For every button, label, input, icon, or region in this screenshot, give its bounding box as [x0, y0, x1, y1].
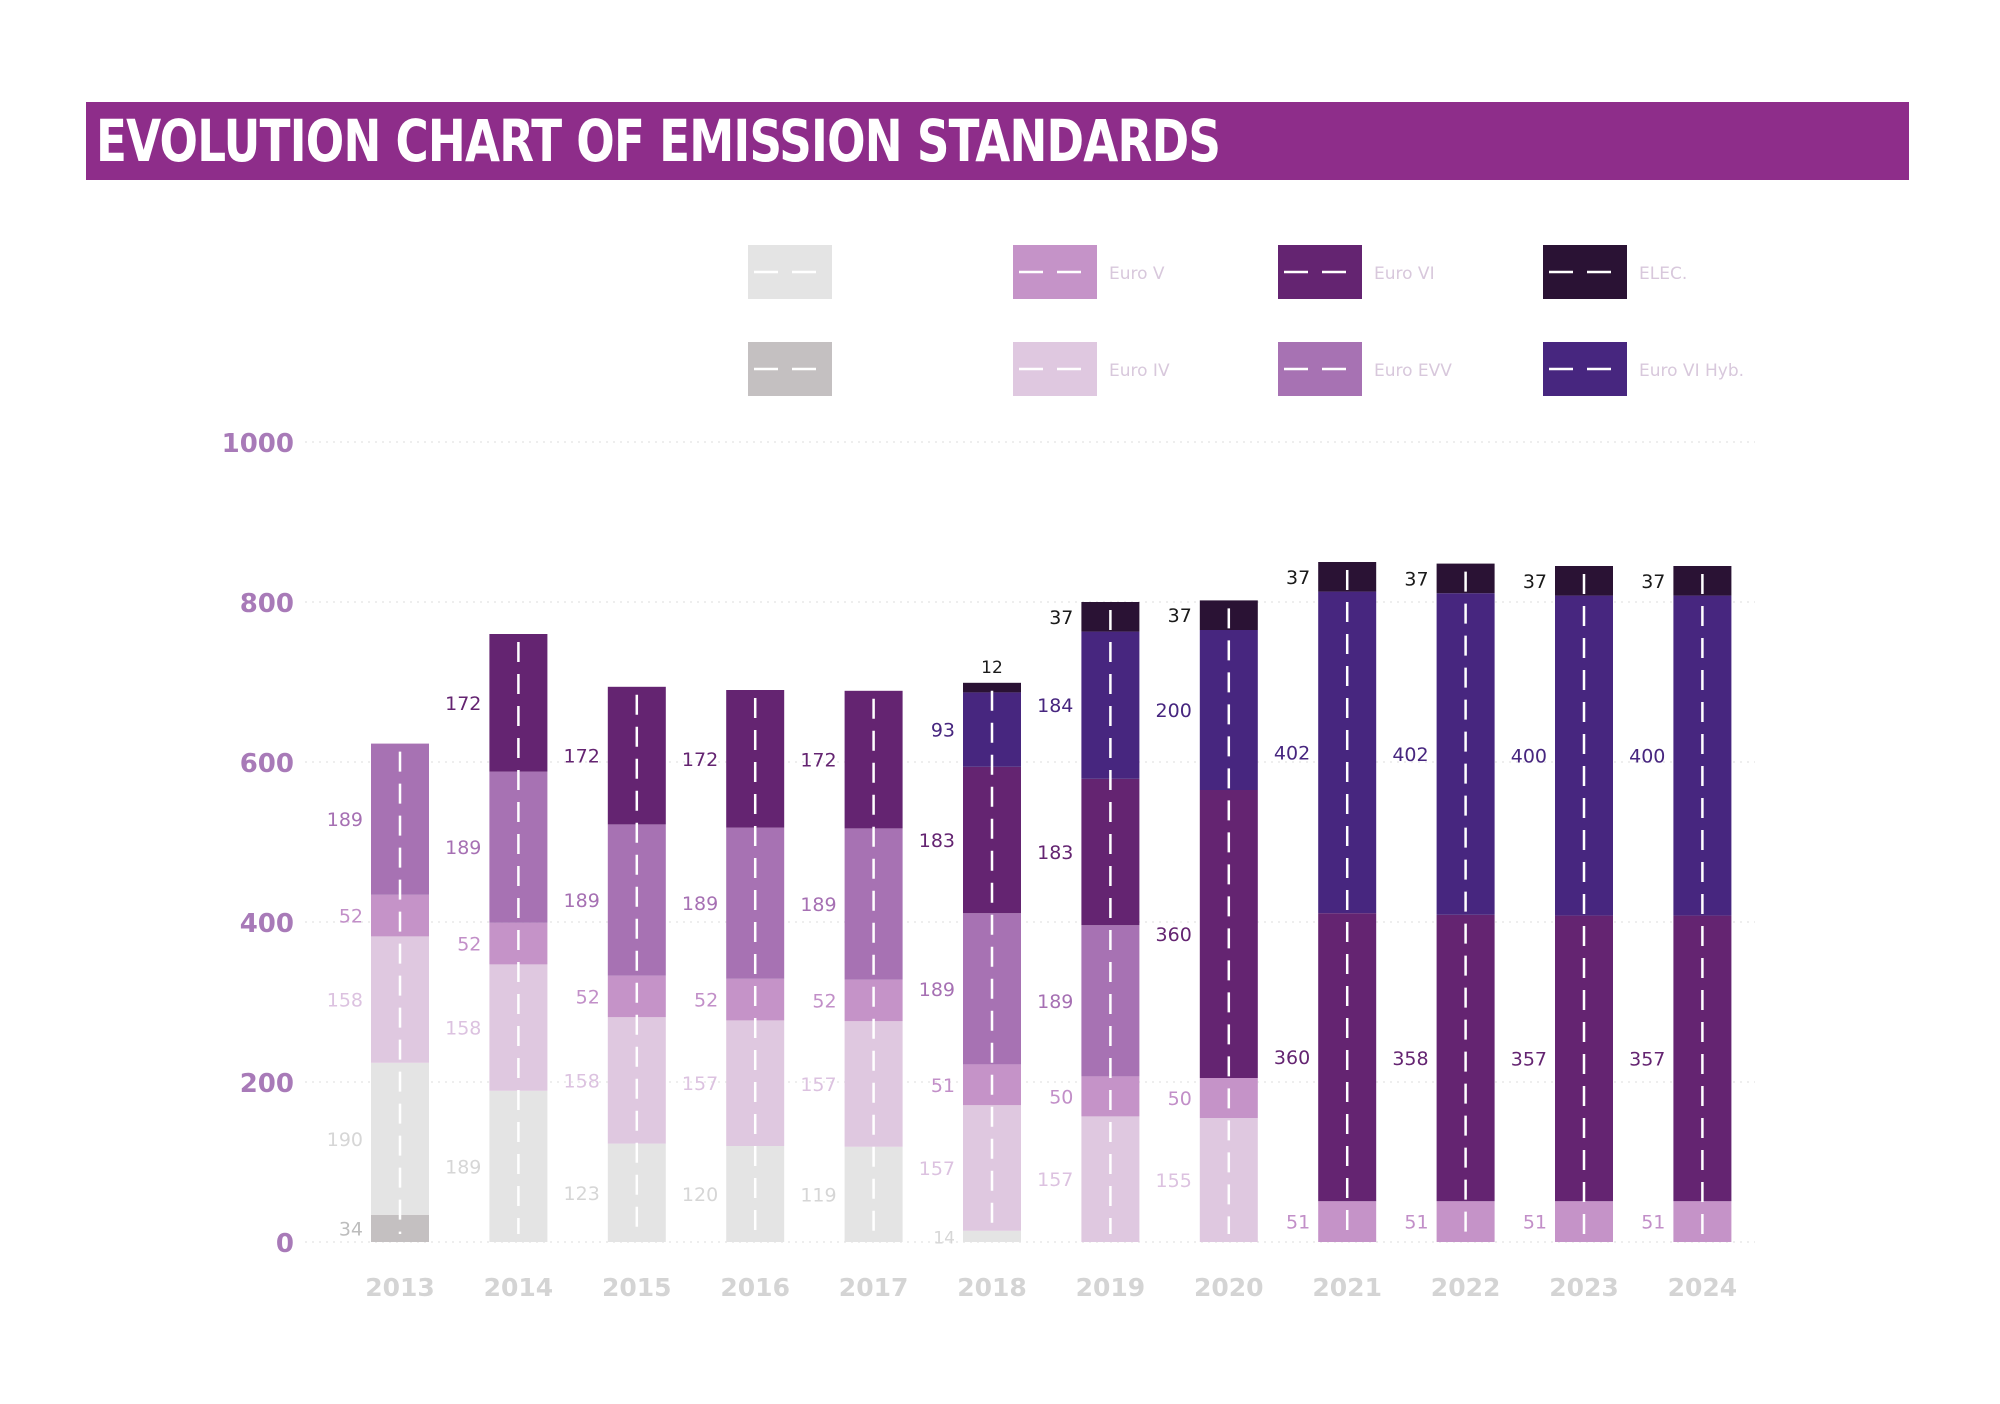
data-label: 51 [1641, 1212, 1665, 1234]
data-label: 183 [1037, 842, 1073, 864]
data-label: 360 [1156, 924, 1192, 946]
data-label: 37 [1168, 605, 1192, 627]
bar-segment [963, 1230, 1021, 1242]
data-label: 50 [1168, 1088, 1192, 1110]
y-axis: 0 200 400 600 800 1000 [222, 429, 294, 1259]
data-label: 37 [1049, 607, 1073, 629]
y-tick-label: 0 [276, 1229, 294, 1259]
data-label: 157 [1037, 1169, 1073, 1191]
data-label: 172 [800, 750, 836, 772]
y-tick-label: 400 [240, 909, 294, 939]
x-tick-label: 2021 [1312, 1273, 1382, 1302]
data-label: 12 [981, 658, 1003, 678]
data-label: 37 [1523, 571, 1547, 593]
data-label: 34 [339, 1218, 363, 1240]
data-label: 51 [931, 1075, 955, 1097]
data-label: 357 [1511, 1048, 1547, 1070]
x-tick-label: 2014 [484, 1273, 554, 1302]
x-tick-label: 2022 [1431, 1273, 1501, 1302]
data-label: 157 [919, 1158, 955, 1180]
bar-segment [963, 682, 1021, 693]
data-label: 190 [327, 1129, 363, 1151]
data-label: 51 [1404, 1212, 1428, 1234]
data-label: 400 [1629, 746, 1665, 768]
x-tick-label: 2020 [1194, 1273, 1264, 1302]
legend-label: Euro VI [1374, 264, 1435, 284]
legend-label: Euro EVV [1374, 361, 1452, 381]
data-label: 14 [933, 1228, 955, 1248]
y-tick-label: 200 [240, 1069, 294, 1099]
data-label: 189 [682, 893, 718, 915]
legend-label: Euro V [1109, 264, 1165, 284]
x-tick-label: 2019 [1076, 1273, 1146, 1302]
data-label: 120 [682, 1184, 718, 1206]
data-label: 189 [445, 837, 481, 859]
data-label: 189 [445, 1156, 481, 1178]
x-tick-label: 2015 [602, 1273, 672, 1302]
data-label: 402 [1392, 744, 1428, 766]
data-label: 158 [564, 1070, 600, 1092]
data-label: 51 [1286, 1212, 1310, 1234]
data-label: 183 [919, 830, 955, 852]
data-label: 155 [1156, 1170, 1192, 1192]
data-label: 52 [812, 990, 836, 1012]
legend: Euro V Euro IV Euro VI Euro EVV ELEC. Euro VI… [748, 245, 1744, 396]
data-label: 360 [1274, 1047, 1310, 1069]
data-label: 123 [564, 1183, 600, 1205]
data-label: 200 [1156, 700, 1192, 722]
data-label: 157 [682, 1073, 718, 1095]
title-bar: EVOLUTION CHART OF EMISSION STANDARDS [86, 102, 1909, 180]
data-label: 189 [800, 894, 836, 916]
data-label: 52 [576, 986, 600, 1008]
data-label: 189 [327, 809, 363, 831]
legend-label: Euro IV [1109, 361, 1170, 381]
legend-label: ELEC. [1639, 264, 1687, 284]
data-label: 172 [445, 693, 481, 715]
y-tick-label: 600 [240, 749, 294, 779]
x-tick-label: 2024 [1668, 1273, 1738, 1302]
data-label: 189 [1037, 991, 1073, 1013]
data-label: 402 [1274, 742, 1310, 764]
data-label: 37 [1641, 571, 1665, 593]
data-label: 189 [919, 979, 955, 1001]
data-label: 357 [1629, 1048, 1665, 1070]
x-axis: 2013 2014 2015 2016 2017 2018 2019 2020 2021 2022… [365, 1273, 1737, 1302]
data-label: 184 [1037, 695, 1073, 717]
data-label: 52 [339, 906, 363, 928]
bars [371, 562, 1732, 1242]
data-label: 37 [1286, 567, 1310, 589]
x-tick-label: 2016 [720, 1273, 790, 1302]
data-label: 189 [564, 890, 600, 912]
data-label: 51 [1523, 1212, 1547, 1234]
data-label: 52 [694, 990, 718, 1012]
data-label: 37 [1404, 568, 1428, 590]
data-label: 157 [800, 1074, 836, 1096]
data-label: 172 [564, 746, 600, 768]
data-label: 172 [682, 749, 718, 771]
data-label: 93 [931, 720, 955, 742]
data-label: 400 [1511, 746, 1547, 768]
chart-title: EVOLUTION CHART OF EMISSION STANDARDS [96, 107, 1221, 175]
y-tick-label: 1000 [222, 429, 294, 459]
data-labels: 34 190 158 52 189 189 158 52 189 172 123 158 52 189 17… [327, 567, 1666, 1249]
x-tick-label: 2013 [365, 1273, 435, 1302]
data-label: 52 [457, 934, 481, 956]
legend-label: Euro VI Hyb. [1639, 361, 1744, 381]
data-label: 158 [327, 990, 363, 1012]
data-label: 119 [800, 1184, 836, 1206]
data-label: 358 [1392, 1048, 1428, 1070]
x-tick-label: 2017 [839, 1273, 909, 1302]
x-tick-label: 2023 [1549, 1273, 1619, 1302]
y-tick-label: 800 [240, 589, 294, 619]
x-tick-label: 2018 [957, 1273, 1027, 1302]
data-label: 50 [1049, 1086, 1073, 1108]
data-label: 158 [445, 1018, 481, 1040]
